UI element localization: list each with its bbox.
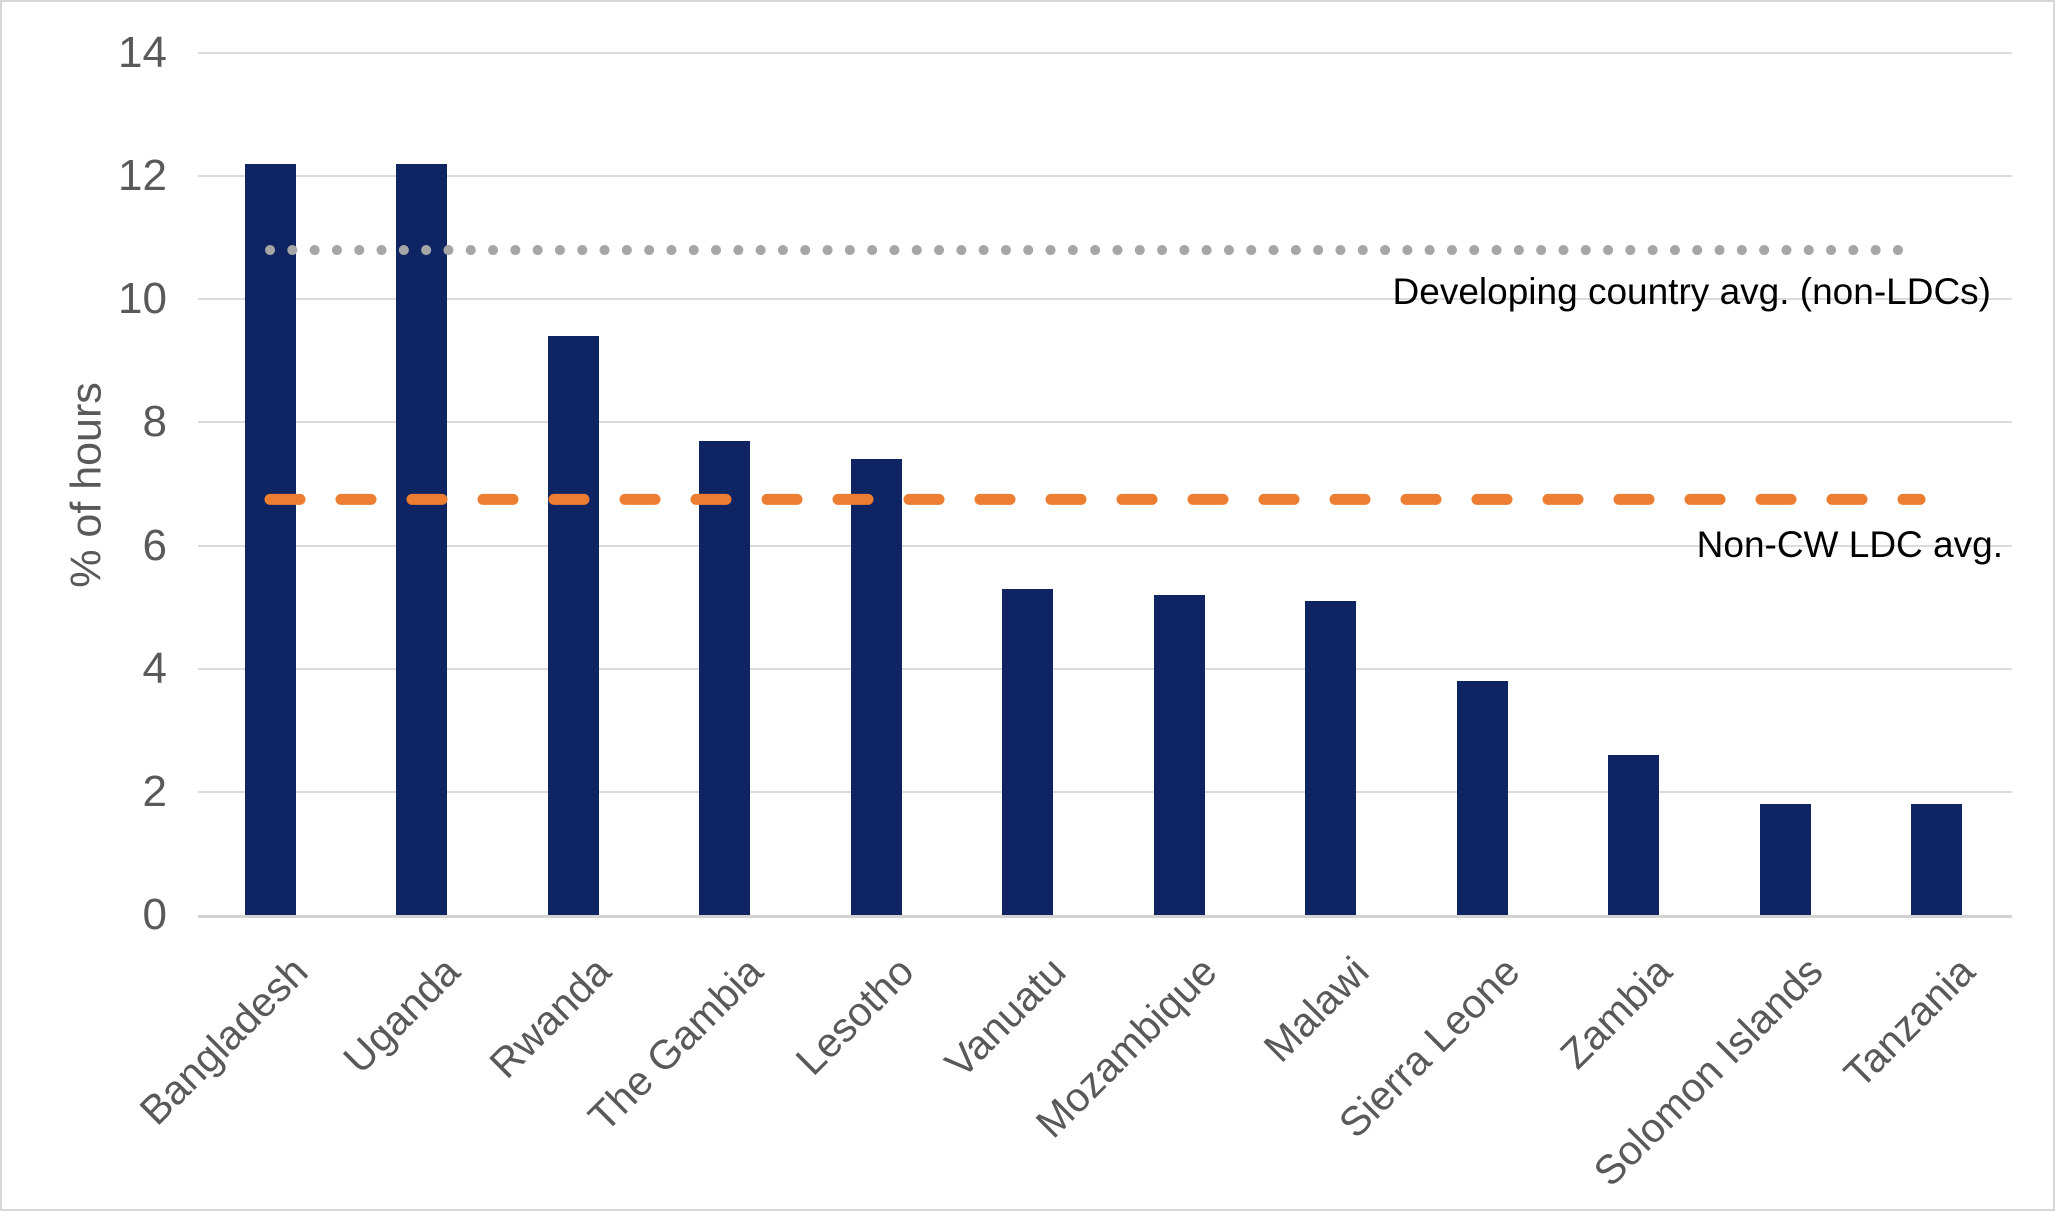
bar-uganda <box>396 163 447 915</box>
y-axis-tick-label: 14 <box>118 28 167 78</box>
bar-solomon-islands <box>1759 804 1811 915</box>
gridline <box>198 421 2012 424</box>
gridline <box>198 298 2012 301</box>
annotation-non-cw-ldc-avg: Non-CW LDC avg. <box>1696 524 2003 565</box>
x-axis-line <box>198 915 2012 918</box>
gridline <box>198 544 2012 547</box>
bar-malawi <box>1305 600 1356 915</box>
y-axis-tick-label: 6 <box>142 520 167 570</box>
y-axis-tick-label: 4 <box>142 643 167 693</box>
annotation-developing-country-avg: Developing country avg. (non-LDCs) <box>1392 271 1991 312</box>
bar-sierra-leone <box>1456 681 1508 915</box>
gridline <box>198 52 2012 55</box>
gridline <box>198 790 2012 793</box>
gridline <box>198 175 2012 178</box>
y-axis-tick-label: 0 <box>142 890 167 939</box>
bar-zambia <box>1608 754 1659 915</box>
y-axis-tick-label: 10 <box>118 274 167 324</box>
y-axis-tick-label: 12 <box>118 151 167 201</box>
bar-the-gambia <box>699 440 750 915</box>
gridline <box>198 667 2012 670</box>
bar-mozambique <box>1153 594 1205 915</box>
y-axis-tick-label: 2 <box>142 766 167 816</box>
bar-vanuatu <box>1002 588 1053 915</box>
bar-tanzania <box>1911 804 1962 915</box>
bar-lesotho <box>850 459 902 915</box>
bar-rwanda <box>547 336 599 915</box>
bar-bangladesh <box>244 163 296 915</box>
y-axis-tick-label: 8 <box>142 397 167 447</box>
